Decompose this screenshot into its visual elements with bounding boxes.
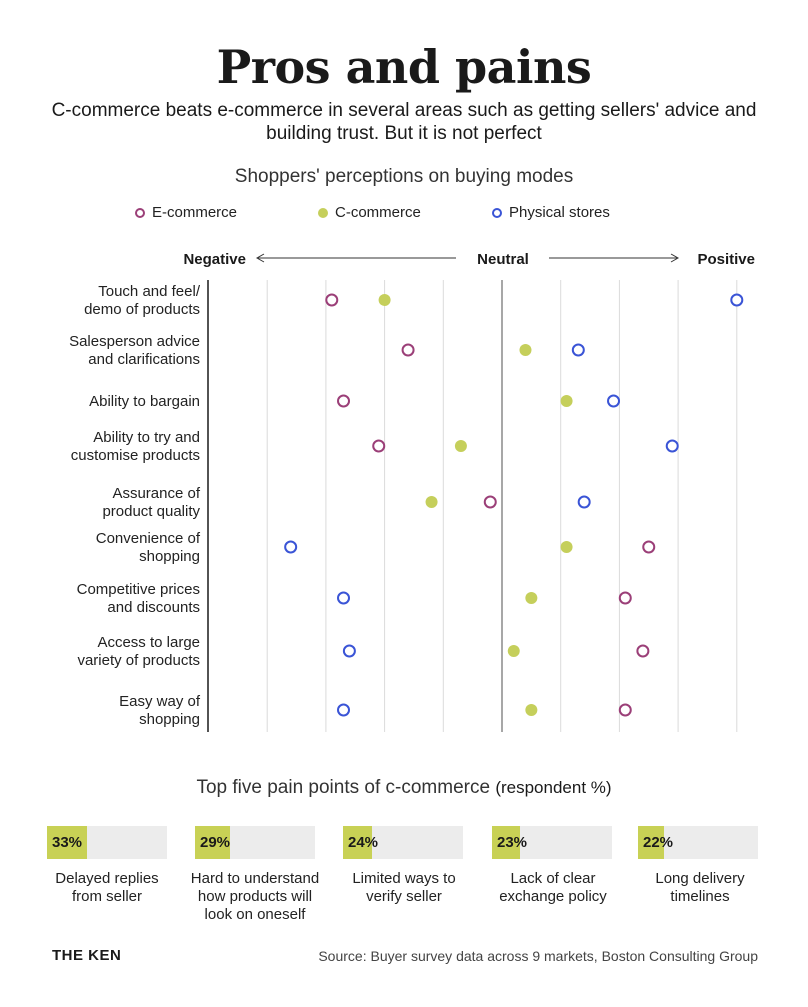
category-label: Ability to try and customise products (71, 429, 200, 464)
data-point-e-commerce (325, 293, 339, 307)
pain-point-card: 33% Delayed replies from seller (47, 826, 197, 905)
pain-point-value: 23% (497, 834, 528, 851)
pain-point-bar-track: 23% (492, 826, 612, 859)
category-label: Competitive prices and discounts (77, 581, 200, 616)
data-point-physical-stores (284, 540, 298, 554)
pain-point-bar-track: 22% (638, 826, 758, 859)
page-subtitle: C-commerce beats e-commerce in several a… (51, 100, 757, 144)
pain-point-bar-fill (195, 826, 230, 859)
data-point-physical-stores (607, 394, 621, 408)
pain-point-bar-fill (638, 826, 665, 859)
data-point-physical-stores (665, 439, 679, 453)
data-point-c-commerce (560, 395, 573, 407)
source-note: Source: Buyer survey data across 9 marke… (318, 948, 758, 964)
data-point-physical-stores (337, 591, 351, 605)
pain-point-bar-fill (343, 826, 372, 859)
data-point-physical-stores (337, 703, 351, 717)
pain-point-card: 29% Hard to understand how products will lo… (191, 826, 345, 923)
legend-marker-ccommerce (318, 207, 328, 218)
legend-marker-physical-stores (492, 207, 502, 218)
pain-point-card: 22% Long delivery timelines (638, 826, 788, 905)
data-point-c-commerce (507, 645, 520, 657)
category-label: Convenience of shopping (96, 530, 201, 565)
pain-point-bar-track: 33% (47, 826, 167, 859)
dot-chart: Negative Neutral Positive Touch and feel/de… (69, 251, 755, 732)
legend-item-ecommerce: E-commerce (135, 204, 237, 221)
pain-point-value: 24% (348, 834, 379, 851)
pain-point-value: 22% (643, 834, 674, 851)
pain-point-bar-fill (492, 826, 520, 859)
pain-point-card: 24% Limited ways to verify seller (343, 826, 493, 905)
data-point-physical-stores (571, 343, 585, 357)
pain-point-value: 33% (52, 834, 83, 851)
data-point-c-commerce (425, 496, 438, 508)
legend-label-ecommerce: E-commerce (152, 204, 238, 221)
pain-point-label: Hard to understand how products will look … (190, 870, 320, 923)
category-label: Salesperson advice and clarifications (69, 333, 200, 368)
pain-points-title-text: Top five pain points of c-commerce (196, 777, 491, 798)
data-point-e-commerce (618, 591, 632, 605)
dot-chart-title: Shoppers' perceptions on buying modes (234, 166, 574, 187)
legend-item-ccommerce: C-commerce (318, 204, 421, 221)
category-label: Easy way of shopping (119, 693, 201, 728)
pain-point-card: 23% Lack of clear exchange policy (492, 826, 642, 905)
data-point-e-commerce (642, 540, 656, 554)
pain-point-bar-track: 29% (195, 826, 315, 859)
data-point-c-commerce (378, 294, 391, 306)
page-title: Pros and pains (216, 40, 592, 94)
data-point-e-commerce (401, 343, 415, 357)
data-point-e-commerce (372, 439, 386, 453)
category-label: Touch and feel/demo of products (84, 283, 201, 318)
category-label: Ability to bargain (89, 393, 200, 410)
legend-label-ccommerce: C-commerce (335, 204, 421, 221)
data-point-e-commerce (483, 495, 497, 509)
axis-label-negative: Negative (183, 251, 246, 268)
category-label: Assurance of product quality (102, 485, 200, 520)
pain-point-bar-fill (47, 826, 87, 859)
legend-marker-ecommerce (135, 207, 145, 218)
axis-arrowhead-negative (255, 253, 265, 263)
pain-point-value: 29% (200, 834, 231, 851)
pain-points-title: Top five pain points of c-commerce (resp… (0, 777, 808, 799)
brand-logo-text: THE KEN (52, 947, 122, 964)
axis-arrowhead-positive (670, 253, 680, 263)
data-point-c-commerce (519, 344, 532, 356)
axis-label-neutral: Neutral (477, 251, 529, 268)
brand-logo: THE KEN (52, 947, 121, 964)
axis-label-positive: Positive (697, 251, 755, 268)
data-point-e-commerce (337, 394, 351, 408)
legend-item-physical-stores: Physical stores (492, 204, 610, 221)
data-point-physical-stores (577, 495, 591, 509)
legend-label-physical-stores: Physical stores (509, 204, 610, 221)
data-point-physical-stores (342, 644, 356, 658)
data-point-physical-stores (730, 293, 744, 307)
data-point-c-commerce (560, 541, 573, 553)
pain-point-label: Lack of clear exchange policy (499, 870, 607, 905)
pain-point-label: Long delivery timelines (655, 870, 745, 905)
pain-points-title-suffix: (respondent %) (495, 778, 612, 797)
data-point-c-commerce (525, 592, 538, 604)
pain-point-bar-track: 24% (343, 826, 463, 859)
data-point-e-commerce (618, 703, 632, 717)
data-point-e-commerce (636, 644, 650, 658)
pain-point-label: Delayed replies from seller (55, 870, 159, 905)
pain-point-label: Limited ways to verify seller (352, 870, 456, 905)
data-point-c-commerce (525, 704, 538, 716)
category-label: Access to large variety of products (77, 634, 200, 669)
data-point-c-commerce (454, 440, 467, 452)
